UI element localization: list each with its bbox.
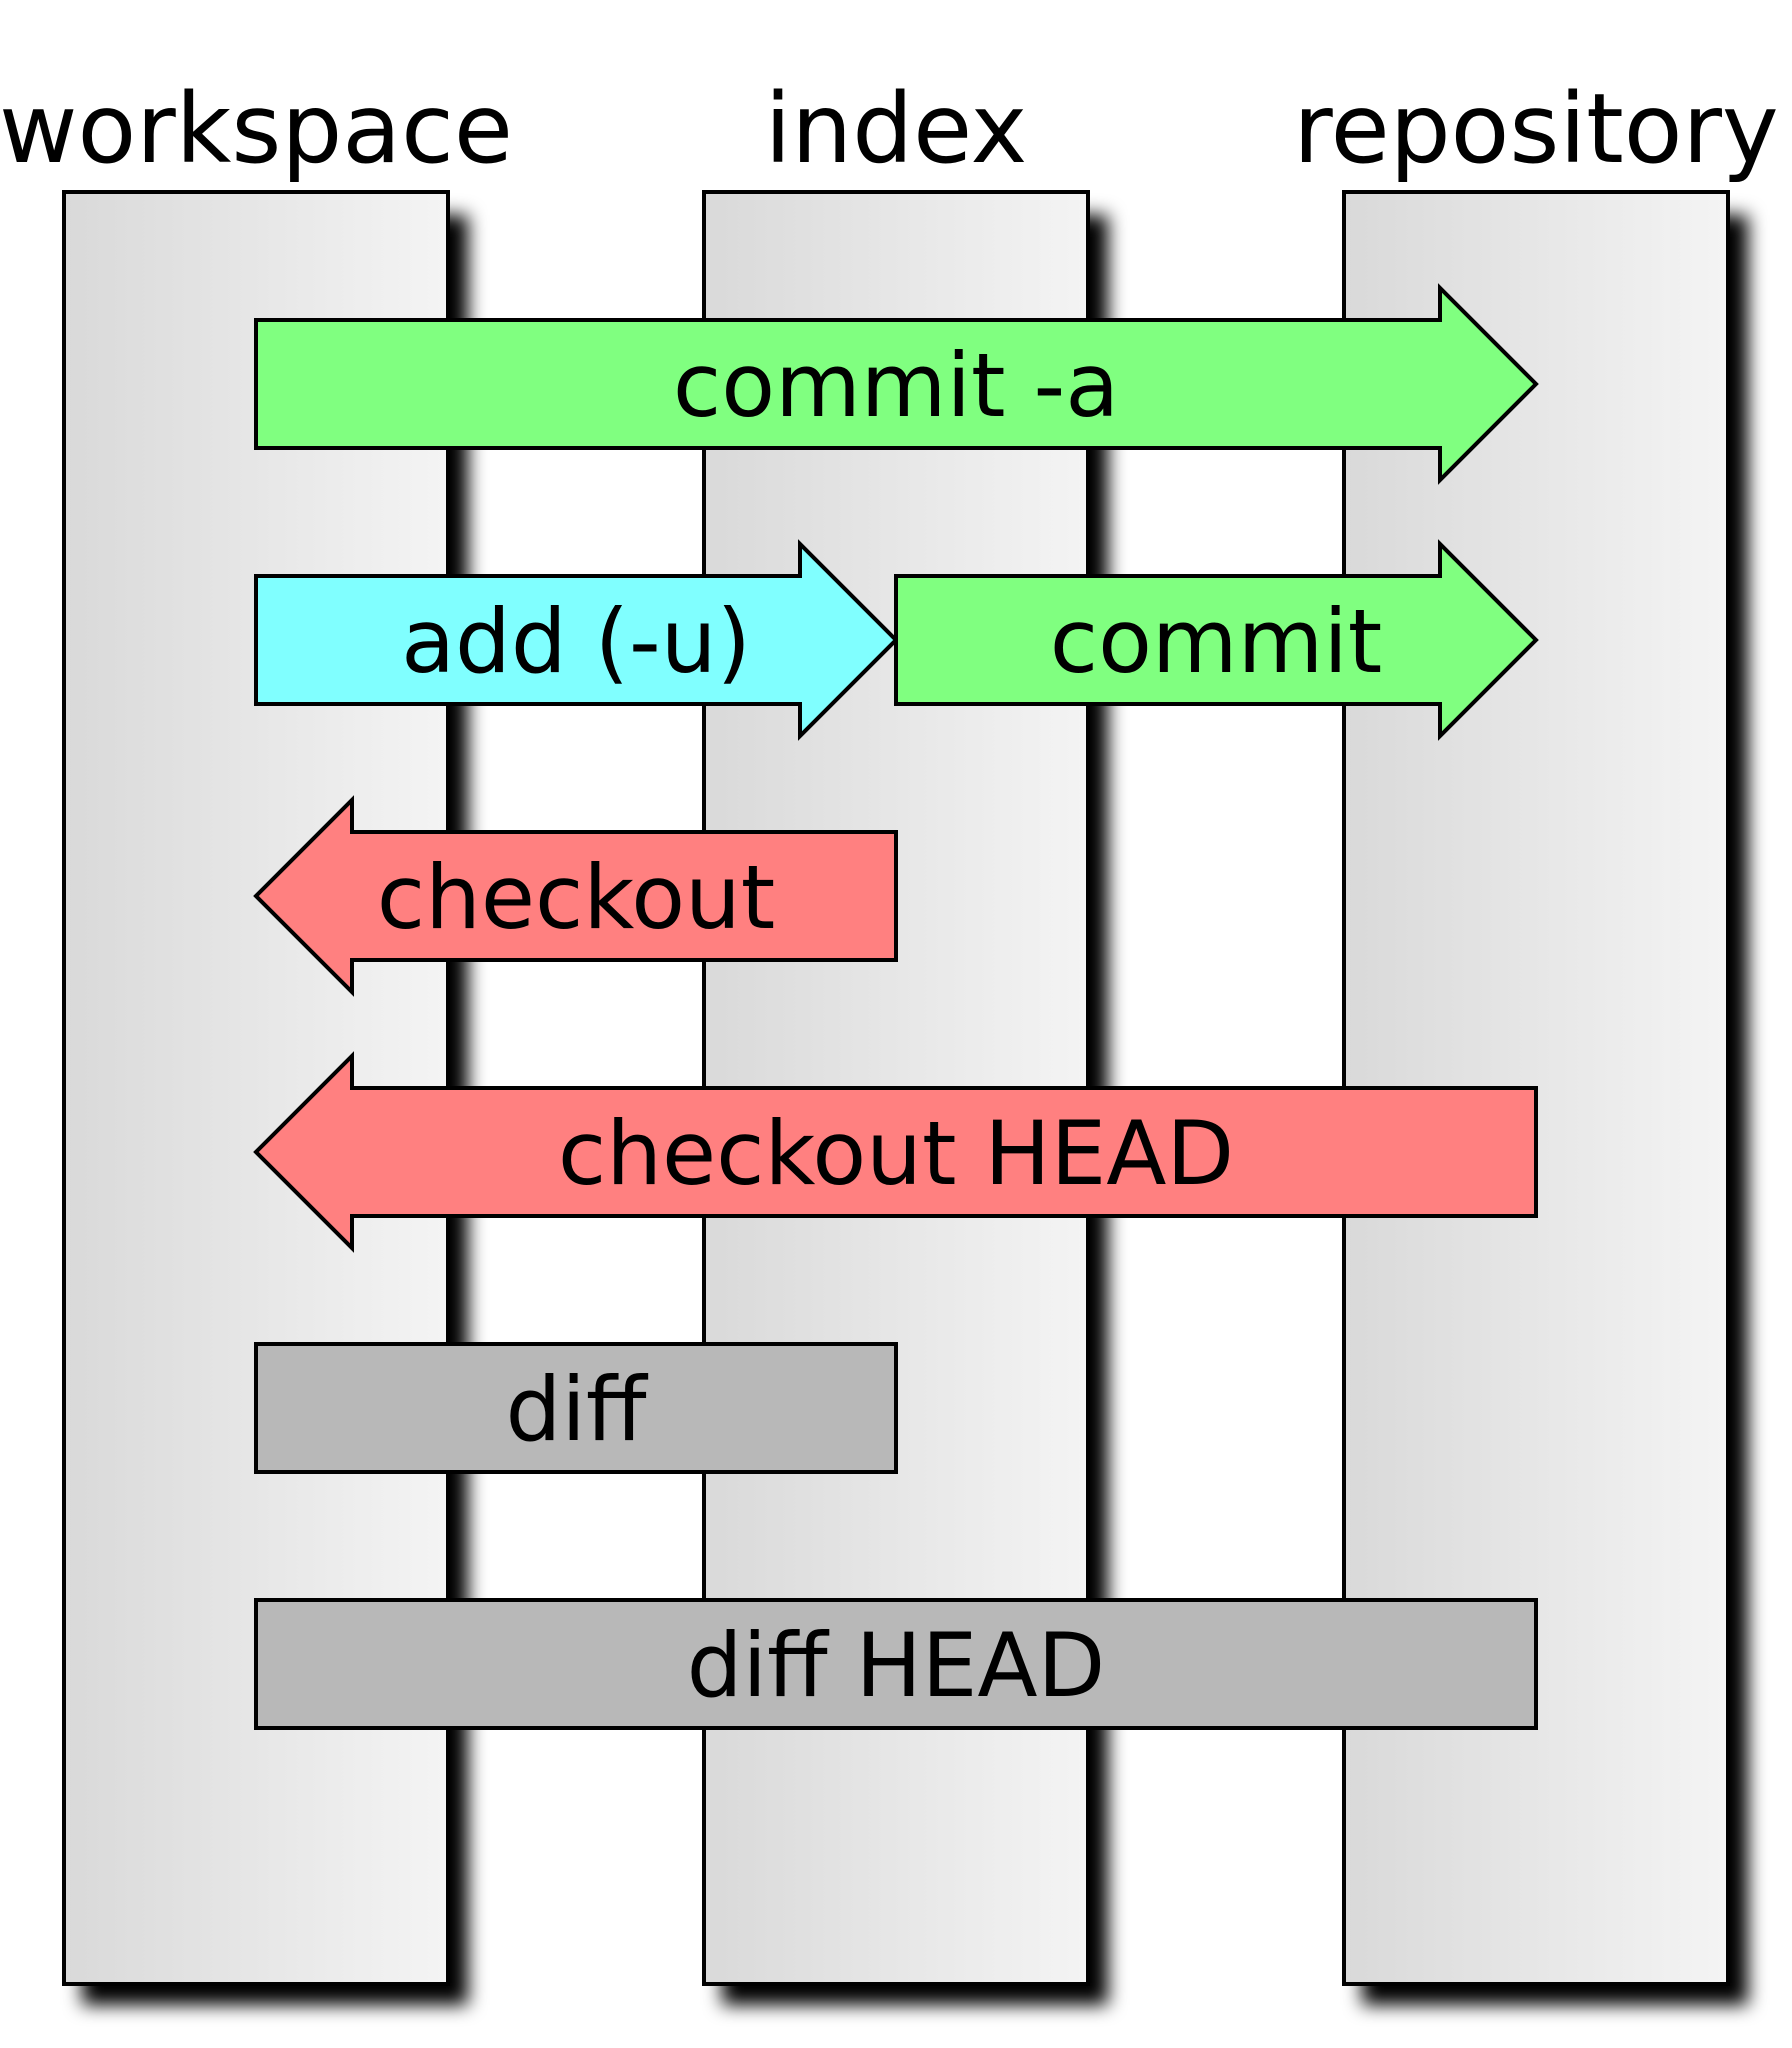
op-diff: diff [254, 1342, 898, 1474]
op-checkout-head: checkout HEAD [253, 1051, 1538, 1253]
op-commit-a: commit -a [254, 283, 1539, 485]
lane-titles: workspace index repository [0, 73, 1779, 185]
op-commit: commit [894, 539, 1539, 741]
label-commit: commit [1050, 590, 1383, 693]
arrow-checkout [253, 795, 898, 997]
op-checkout: checkout [253, 795, 898, 997]
label-add-u: add (-u) [401, 590, 751, 693]
lane-title-repository: repository [1293, 73, 1778, 185]
arrow-add-u [254, 539, 899, 741]
label-checkout: checkout [377, 846, 776, 949]
label-checkout-head: checkout HEAD [558, 1102, 1234, 1205]
arrow-commit-a [254, 283, 1539, 485]
bar-diff-head [254, 1598, 1538, 1730]
operations: commit -a add (-u) commit checkout check… [253, 283, 1539, 1730]
label-diff-head: diff HEAD [687, 1614, 1106, 1717]
label-diff: diff [506, 1358, 649, 1461]
op-diff-head: diff HEAD [254, 1598, 1538, 1730]
arrow-commit [894, 539, 1539, 741]
lane-title-workspace: workspace [0, 73, 513, 185]
arrow-checkout-head [253, 1051, 1538, 1253]
bar-diff [254, 1342, 898, 1474]
lane-title-index: index [765, 73, 1028, 185]
op-add-u: add (-u) [254, 539, 899, 741]
label-commit-a: commit -a [673, 334, 1119, 437]
